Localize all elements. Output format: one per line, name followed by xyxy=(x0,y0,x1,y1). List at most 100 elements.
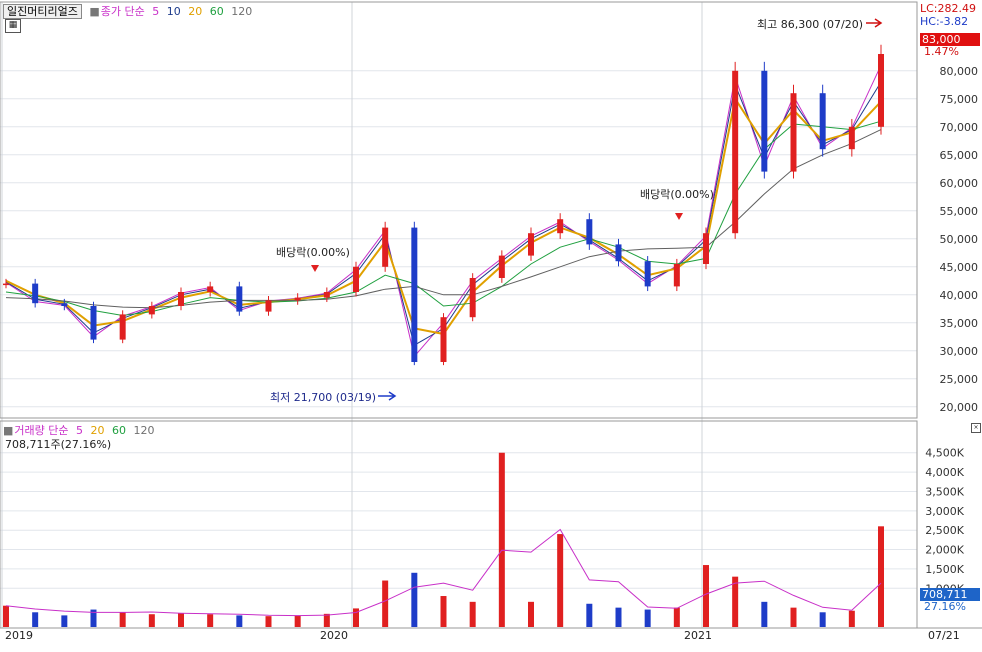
volume-bar xyxy=(790,607,797,627)
volume-bar xyxy=(382,580,389,627)
volume-bar xyxy=(3,605,9,627)
candle-body xyxy=(207,286,214,292)
change-pct-label: 1.47% xyxy=(924,45,959,58)
lc-readout: LC:282.49 xyxy=(920,2,977,15)
candle-body xyxy=(878,54,884,127)
candle-body xyxy=(32,283,39,304)
candle-body xyxy=(440,317,447,362)
current-price-label: 83,000 xyxy=(920,33,980,46)
grid-table-icon[interactable]: ▦ xyxy=(5,19,21,33)
volume-bar xyxy=(615,607,622,627)
volume-bar xyxy=(294,615,301,627)
volume-legend: ■거래량 단순 5 20 60 120 xyxy=(3,422,159,438)
volume-bar xyxy=(148,614,155,627)
candle-body xyxy=(3,283,9,286)
candle-body xyxy=(411,227,418,362)
price-tick-label: 60,000 xyxy=(940,177,979,190)
candle-body xyxy=(382,227,389,267)
candle-body xyxy=(178,292,184,306)
volume-tick-label: 1,500K xyxy=(925,563,964,576)
stock-name[interactable]: 일진머티리얼즈 xyxy=(3,4,82,19)
candle-body xyxy=(265,300,272,312)
volume-bar xyxy=(207,614,214,627)
current-volume-label: 708,711 xyxy=(920,588,980,601)
volume-bar xyxy=(178,613,184,627)
volume-bar xyxy=(90,609,97,627)
volume-bar xyxy=(878,526,884,627)
volume-bar xyxy=(119,612,126,627)
candle-body xyxy=(761,70,768,172)
price-panel-border xyxy=(0,1,918,419)
close-icon[interactable]: × xyxy=(971,423,981,433)
high-annotation: 최고 86,300 (07/20) xyxy=(757,18,864,31)
volume-tick-label: 4,000K xyxy=(925,466,964,479)
candle-body xyxy=(119,314,126,340)
volume-tick-label: 3,000K xyxy=(925,505,964,518)
volume-bar xyxy=(703,565,709,627)
hc-readout: HC:-3.82 xyxy=(920,15,969,28)
low-annotation: 최저 21,700 (03/19) xyxy=(270,391,377,404)
vol-legend-5: 5 xyxy=(76,424,84,437)
candle-body xyxy=(673,264,680,287)
candle-body xyxy=(90,306,97,340)
volume-bar xyxy=(265,616,272,627)
dividend-annotation-1: 배당락(0.00%) xyxy=(276,246,350,259)
vol-legend-60: 60 xyxy=(112,424,127,437)
volume-bar xyxy=(732,576,739,627)
volume-bar xyxy=(353,608,359,627)
ma-legend-label: 종가 단순 xyxy=(100,5,145,18)
price-legend: 일진머티리얼즈 ■종가 단순 5 10 20 60 120 xyxy=(3,3,256,19)
ma-legend-20: 20 xyxy=(188,5,203,18)
dividend-arrow-icon xyxy=(311,265,319,272)
volume-tick-label: 3,500K xyxy=(925,485,964,498)
price-tick-label: 25,000 xyxy=(940,373,979,386)
dividend-arrow-icon xyxy=(675,213,683,220)
price-tick-label: 35,000 xyxy=(940,317,979,330)
price-tick-label: 75,000 xyxy=(940,93,979,106)
x-label-2019: 2019 xyxy=(5,629,33,642)
price-tick-label: 50,000 xyxy=(940,233,979,246)
volume-tick-label: 2,500K xyxy=(925,524,964,537)
candle-body xyxy=(615,244,622,262)
price-tick-label: 80,000 xyxy=(940,65,979,78)
volume-bar xyxy=(819,612,826,627)
price-tick-label: 45,000 xyxy=(940,261,979,274)
candle-body xyxy=(732,70,739,234)
volume-bar xyxy=(557,534,564,627)
candle-body xyxy=(703,233,709,264)
volume-current: 708,711주(27.16%) xyxy=(5,438,112,451)
candle-body xyxy=(528,233,534,256)
volume-bar xyxy=(411,572,418,627)
candle-body xyxy=(819,93,826,150)
volume-bar xyxy=(236,615,243,627)
volume-bar xyxy=(673,607,680,627)
price-tick-label: 40,000 xyxy=(940,289,979,302)
volume-tick-label: 4,500K xyxy=(925,447,964,460)
candle-body xyxy=(469,278,476,318)
dividend-annotation-2: 배당락(0.00%) xyxy=(640,188,714,201)
candle-body xyxy=(498,255,505,278)
candle-body xyxy=(148,306,155,315)
ma-legend-10: 10 xyxy=(166,5,181,18)
volume-bar xyxy=(469,601,476,627)
volume-bar xyxy=(761,601,768,627)
ma-legend-60: 60 xyxy=(209,5,224,18)
volume-bar xyxy=(323,613,330,627)
candle-body xyxy=(294,297,301,301)
x-label-2021: 2021 xyxy=(684,629,712,642)
vol-legend-120: 120 xyxy=(133,424,155,437)
legend-square-icon: ■ xyxy=(89,5,100,18)
volume-tick-label: 2,000K xyxy=(925,544,964,557)
ma-legend-5: 5 xyxy=(152,5,160,18)
price-tick-label: 20,000 xyxy=(940,401,979,414)
candle-body xyxy=(61,303,68,306)
candle-body xyxy=(586,219,593,245)
volume-bar xyxy=(32,612,39,627)
volume-bar xyxy=(848,610,855,627)
price-tick-label: 55,000 xyxy=(940,205,979,218)
ma-legend-120: 120 xyxy=(231,5,253,18)
x-label-2020: 2020 xyxy=(320,629,348,642)
candle-body xyxy=(557,219,564,234)
